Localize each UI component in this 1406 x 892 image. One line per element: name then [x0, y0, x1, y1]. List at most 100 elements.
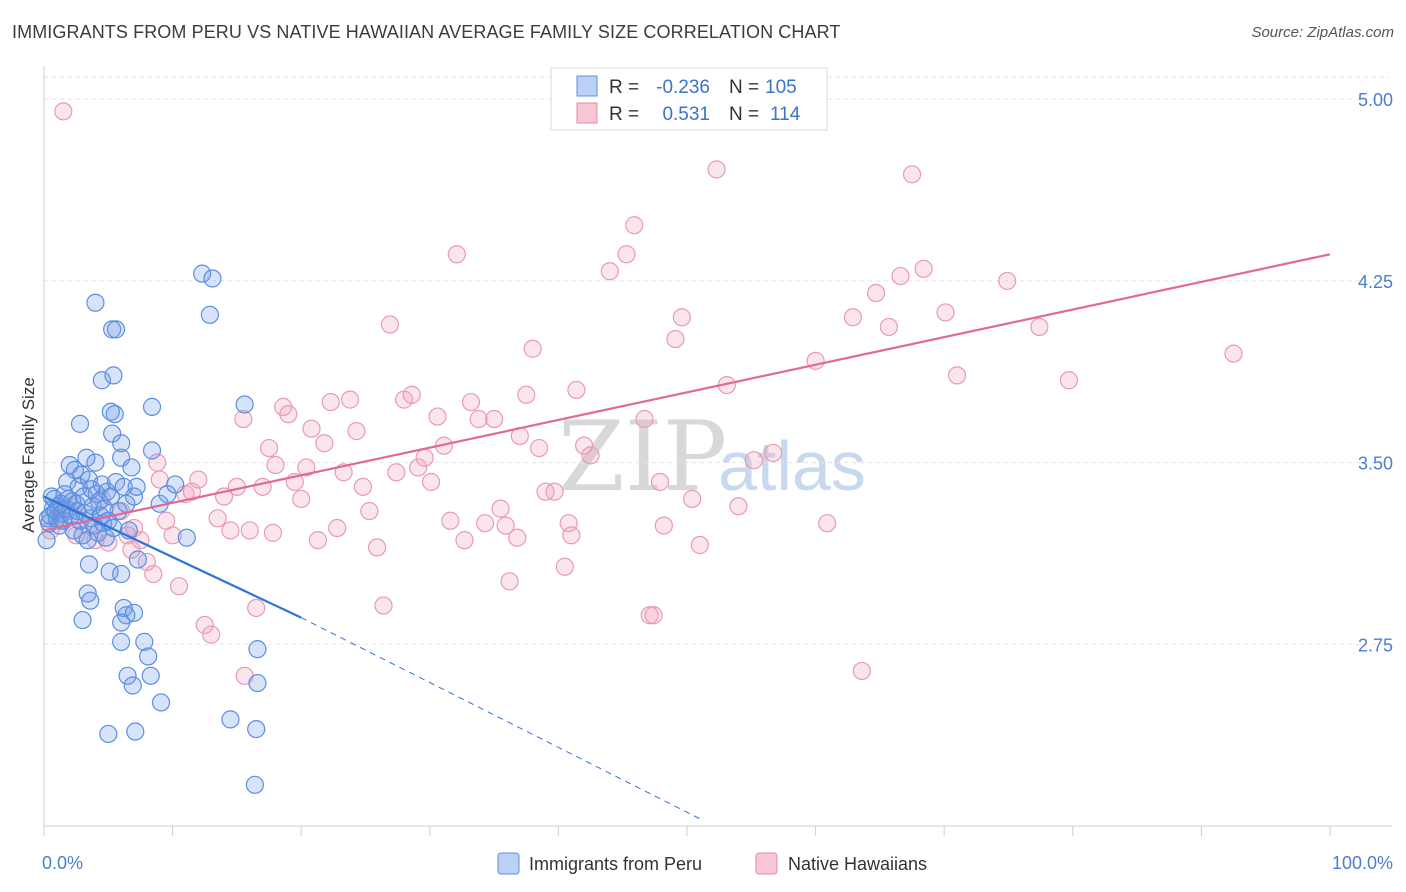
point-native-hawaiian — [328, 518, 347, 538]
point-native-hawaiian — [415, 448, 434, 467]
bottom-legend-swatch-blue — [497, 852, 520, 875]
point-immigrants-from-peru — [81, 591, 100, 610]
y-tick-label: 2.75 — [1358, 635, 1393, 655]
point-native-hawaiian — [428, 407, 447, 426]
point-native-hawaiian — [340, 390, 360, 409]
point-native-hawaiian — [567, 380, 586, 400]
point-immigrants-from-peru — [151, 693, 171, 712]
point-native-hawaiian — [360, 501, 379, 521]
point-immigrants-from-peru — [112, 434, 131, 453]
point-native-hawaiian — [308, 531, 328, 550]
point-immigrants-from-peru — [104, 366, 123, 385]
point-immigrants-from-peru — [79, 555, 99, 574]
point-immigrants-from-peru — [118, 666, 137, 685]
legend: R = -0.236 N = 105 R = 0.531 N = 114 — [550, 67, 828, 131]
point-native-hawaiian — [555, 557, 574, 576]
point-native-hawaiian — [843, 308, 862, 327]
x-tick-label-start: 0.0% — [42, 853, 83, 873]
point-native-hawaiian — [315, 434, 334, 453]
point-native-hawaiian — [644, 606, 663, 625]
trend-line-immigrants-from-peru — [43, 495, 302, 619]
point-immigrants-from-peru — [73, 610, 92, 630]
point-immigrants-from-peru — [135, 632, 154, 651]
point-native-hawaiian — [163, 526, 182, 545]
point-immigrants-from-peru — [123, 676, 142, 695]
y-tick-labels: 2.75 3.50 4.25 5.00 — [1358, 90, 1393, 655]
point-native-hawaiian — [144, 564, 163, 584]
point-native-hawaiian — [936, 303, 955, 322]
point-immigrants-from-peru — [193, 264, 212, 283]
point-immigrants-from-peru — [86, 293, 105, 312]
point-native-hawaiian — [650, 472, 670, 492]
point-native-hawaiian — [266, 455, 285, 475]
point-immigrants-from-peru — [64, 521, 83, 540]
legend-r-label: R = — [609, 104, 639, 125]
point-immigrants-from-peru — [86, 453, 105, 472]
point-native-hawaiian — [683, 489, 702, 509]
point-immigrants-from-peru — [114, 598, 133, 618]
point-native-hawaiian — [1224, 344, 1243, 363]
point-native-hawaiian — [640, 606, 659, 625]
legend-n-value: 105 — [765, 77, 797, 98]
point-immigrants-from-peru — [100, 562, 119, 581]
point-native-hawaiian — [441, 511, 460, 530]
point-native-hawaiian — [202, 625, 221, 644]
point-native-hawaiian — [496, 516, 515, 535]
legend-r-value: 0.531 — [662, 104, 710, 125]
point-native-hawaiian — [234, 409, 253, 429]
y-tick-label: 5.00 — [1358, 90, 1393, 110]
point-native-hawaiian — [764, 443, 783, 463]
point-native-hawaiian — [367, 538, 387, 557]
point-native-hawaiian — [744, 451, 763, 470]
point-native-hawaiian — [54, 102, 73, 121]
legend-n-value: 114 — [770, 104, 801, 125]
point-native-hawaiian — [625, 216, 644, 235]
point-native-hawaiian — [914, 259, 933, 278]
point-native-hawaiian — [600, 262, 619, 281]
point-native-hawaiian — [523, 339, 542, 358]
point-native-hawaiian — [508, 528, 527, 547]
point-immigrants-from-peru — [245, 775, 265, 794]
point-native-hawaiian — [279, 405, 298, 424]
chart-source: Source: ZipAtlas.com — [1251, 24, 1394, 41]
point-native-hawaiian — [998, 271, 1017, 291]
point-native-hawaiian — [297, 458, 316, 477]
point-immigrants-from-peru — [235, 395, 254, 414]
point-native-hawaiian — [374, 596, 393, 615]
point-native-hawaiian — [852, 661, 871, 681]
legend-swatch-pink — [576, 102, 598, 124]
point-native-hawaiian — [500, 572, 519, 591]
point-native-hawaiian — [517, 385, 536, 404]
point-native-hawaiian — [447, 245, 466, 264]
bottom-legend: Immigrants from Peru Native Hawaiians — [497, 852, 927, 875]
point-native-hawaiian — [654, 516, 673, 535]
point-immigrants-from-peru — [248, 640, 267, 659]
point-immigrants-from-peru — [247, 719, 266, 739]
series-native-hawaiians — [41, 102, 1243, 685]
point-native-hawaiian — [666, 329, 685, 349]
point-immigrants-from-peru — [142, 397, 162, 416]
point-native-hawaiian — [491, 499, 510, 518]
point-immigrants-from-peru — [177, 528, 196, 547]
point-native-hawaiian — [475, 514, 495, 533]
chart-title: IMMIGRANTS FROM PERU VS NATIVE HAWAIIAN … — [12, 22, 841, 42]
y-tick-label: 4.25 — [1358, 272, 1393, 292]
point-native-hawaiian — [635, 409, 654, 429]
point-immigrants-from-peru — [77, 448, 96, 467]
point-immigrants-from-peru — [124, 603, 144, 622]
point-native-hawaiian — [562, 526, 581, 545]
point-native-hawaiian — [387, 463, 406, 482]
point-immigrants-from-peru — [112, 632, 131, 651]
legend-n-label: N = — [729, 77, 759, 98]
point-native-hawaiian — [253, 477, 272, 496]
point-native-hawaiian — [259, 438, 279, 458]
x-tick-labels: 0.0% 100.0% — [42, 853, 1393, 873]
point-native-hawaiian — [321, 392, 340, 412]
point-native-hawaiian — [195, 615, 214, 635]
point-native-hawaiian — [353, 477, 373, 496]
point-native-hawaiian — [189, 470, 208, 489]
point-native-hawaiian — [421, 472, 441, 492]
axes — [43, 66, 1392, 836]
point-native-hawaiian — [402, 385, 421, 404]
